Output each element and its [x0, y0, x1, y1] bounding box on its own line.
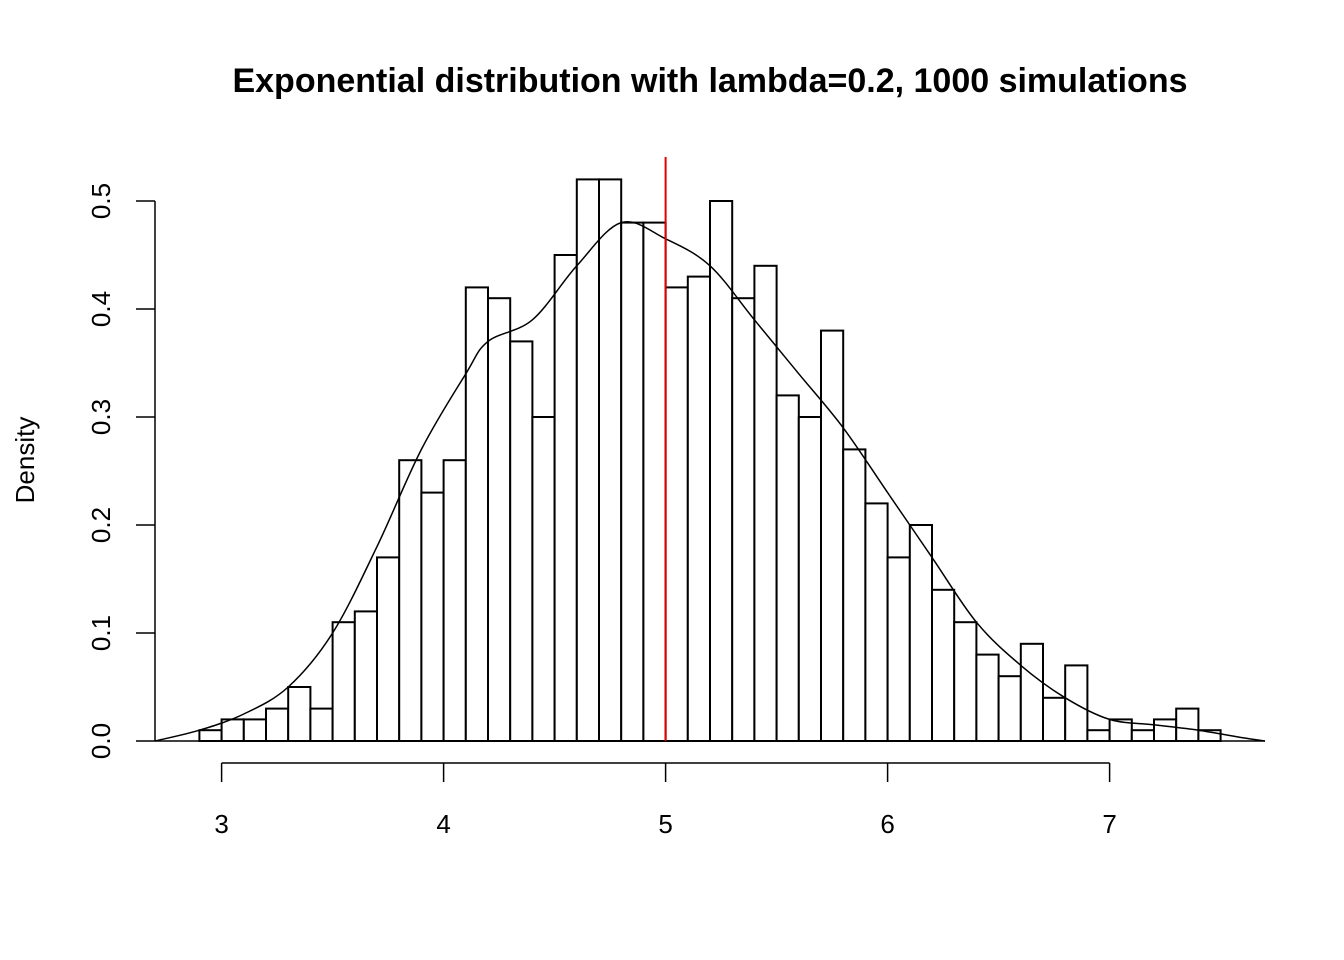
histogram-bar [908, 524, 933, 742]
histogram-bar [686, 275, 711, 742]
histogram-bar [331, 621, 356, 743]
histogram-bar [620, 221, 645, 743]
histogram-bar [376, 556, 401, 743]
histogram-bar [664, 286, 689, 742]
histogram-bar [487, 297, 512, 742]
y-axis-title: Density [10, 417, 40, 504]
histogram-bar [864, 502, 889, 742]
y-tick-label: 0.0 [86, 723, 116, 759]
histogram-bar [1130, 729, 1156, 743]
histogram-bar [931, 588, 956, 742]
density-curve-group [154, 220, 1266, 742]
histogram-bar [575, 178, 600, 742]
chart-title: Exponential distribution with lambda=0.2… [232, 62, 1187, 100]
histogram-bar [309, 707, 334, 742]
histogram-bar [398, 459, 423, 742]
histogram-bar [242, 718, 268, 743]
y-axis: 0.0 0.1 0.2 0.3 0.4 0.5 [86, 183, 156, 759]
x-tick-label: 7 [1102, 809, 1116, 839]
y-tick-label: 0.4 [86, 291, 116, 327]
x-tick-label: 5 [658, 809, 672, 839]
histogram-bar [553, 254, 578, 742]
histogram-bar [1064, 664, 1089, 743]
histogram-bar [775, 394, 800, 742]
histogram-bar [420, 491, 445, 742]
histogram-bar [709, 200, 734, 742]
histogram-bar [265, 707, 290, 742]
histogram-bar [531, 416, 556, 742]
histogram-bars [155, 178, 1265, 743]
histogram-bar [642, 221, 667, 743]
histogram-bar [598, 178, 623, 742]
histogram-bar [797, 416, 822, 742]
density-curve [154, 220, 1266, 742]
histogram-bar [287, 686, 312, 742]
histogram-bar [753, 264, 778, 742]
y-tick-label: 0.2 [86, 507, 116, 543]
histogram-bar [886, 556, 911, 743]
histogram-bar [198, 729, 223, 743]
y-tick-label: 0.5 [86, 183, 116, 219]
histogram-bar [1086, 729, 1111, 743]
histogram-bar [442, 459, 467, 742]
histogram-bar [220, 718, 245, 743]
y-tick-label: 0.1 [86, 615, 116, 651]
histogram-bar [1042, 696, 1067, 742]
histogram-bar [975, 653, 1000, 742]
y-tick-label: 0.3 [86, 399, 116, 435]
histogram-bar [1153, 718, 1178, 743]
histogram-bar [997, 675, 1022, 743]
histogram-bar [353, 610, 378, 743]
x-axis: 3 4 5 6 7 [214, 762, 1117, 839]
histogram-bar [820, 329, 845, 742]
histogram-bar [1175, 707, 1200, 742]
histogram-bar [509, 340, 534, 742]
x-tick-label: 4 [436, 809, 450, 839]
histogram-bar [731, 297, 756, 742]
histogram-bar [953, 621, 978, 743]
histogram-bar [842, 448, 867, 742]
histogram-bar [1019, 642, 1044, 742]
x-tick-label: 3 [214, 809, 228, 839]
x-tick-label: 6 [880, 809, 894, 839]
